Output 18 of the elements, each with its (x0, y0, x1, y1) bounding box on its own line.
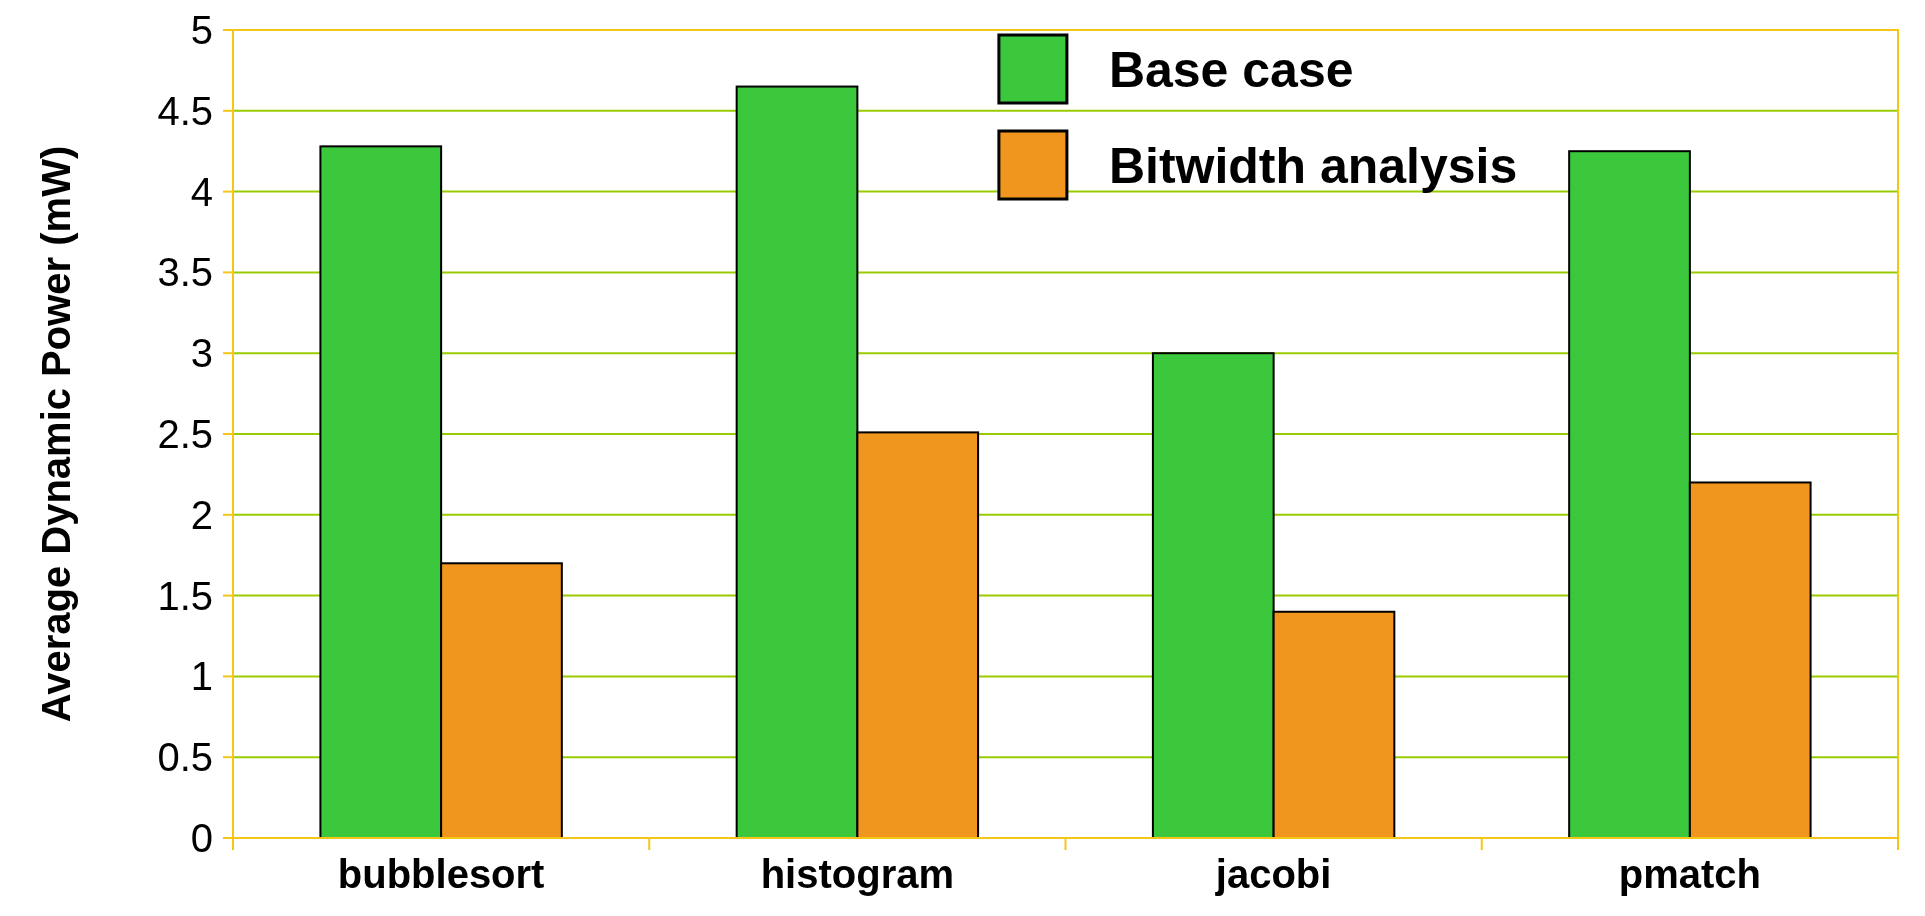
x-tick-label: histogram (760, 852, 955, 896)
y-tick-label: 4 (190, 169, 213, 214)
x-tick-label: jacobi (1214, 852, 1332, 896)
x-tick-label: bubblesort (337, 852, 545, 896)
y-axis-title: Average Dynamic Power (mW) (34, 145, 78, 723)
y-tick-label: 1 (190, 654, 213, 699)
x-tick-label: pmatch (1618, 852, 1761, 896)
legend-label: Base case (1108, 41, 1354, 98)
y-tick-label: 5 (190, 8, 213, 52)
y-tick-label: 4.5 (157, 88, 213, 133)
y-tick-label: 2.5 (157, 412, 213, 456)
y-tick-label: 0 (190, 816, 213, 860)
y-tick-label: 1.5 (157, 573, 213, 618)
legend-label: Bitwidth analysis (1108, 137, 1518, 194)
y-tick-label: 0.5 (157, 735, 213, 780)
y-tick-label: 3.5 (157, 250, 213, 295)
y-tick-label: 3 (190, 331, 213, 376)
y-tick-label: 2 (190, 492, 213, 537)
